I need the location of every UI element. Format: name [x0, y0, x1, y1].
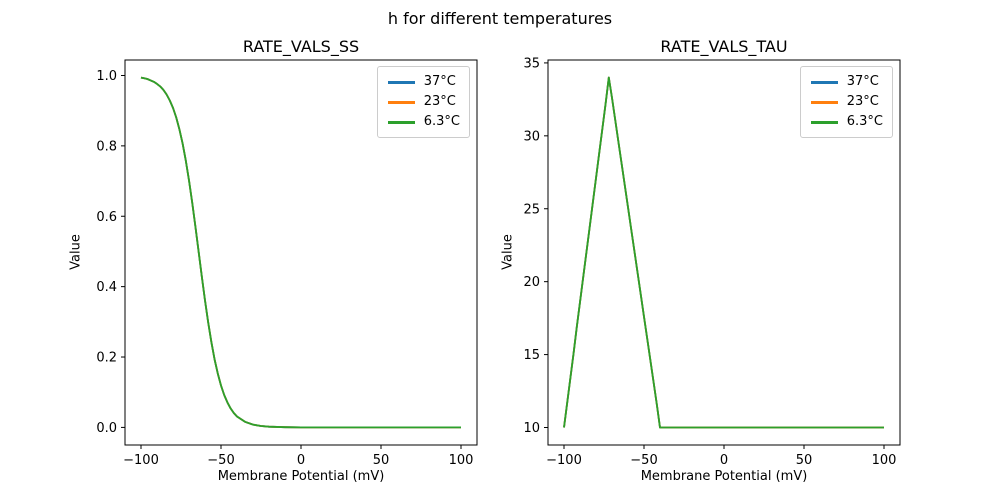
y-tick-label: 0.0	[96, 421, 117, 436]
x-tick-label: −100	[123, 453, 159, 468]
x-tick-label: −50	[630, 453, 657, 468]
axes-frame	[547, 59, 901, 446]
legend-line-swatch-6-3c	[387, 120, 415, 124]
x-tick-label: −100	[546, 453, 582, 468]
legend-item-6-3c: 6.3°C	[810, 112, 883, 132]
series-line-2	[563, 76, 884, 429]
legend-ss: 37°C 23°C 6.3°C	[376, 66, 470, 138]
legend-item-37c: 37°C	[387, 72, 460, 92]
x-axis-label-tau: Membrane Potential (mV)	[640, 469, 808, 484]
y-axis-label-tau: Value	[500, 234, 516, 270]
legend-line-swatch-37c	[387, 80, 415, 84]
y-tick-label: 0.8	[96, 139, 117, 154]
y-tick-label: 30	[523, 129, 540, 144]
legend-label-6-3c: 6.3°C	[423, 114, 460, 129]
x-tick-label: 0	[297, 453, 305, 468]
axes-ss: −100 −50 0 50 100 0.0 0.2 0.4 0.6 0.8 1.0	[96, 59, 478, 468]
y-axis-label-ss: Value	[68, 234, 84, 270]
axes-frame	[124, 59, 478, 446]
y-tick-label: 35	[523, 56, 540, 71]
legend-label-37c: 37°C	[846, 74, 879, 89]
y-tick-label: 10	[523, 421, 540, 436]
axes-tau: −100 −50 0 50 100 10 15 20 25 30 35	[523, 56, 901, 468]
legend-item-23c: 23°C	[387, 92, 460, 112]
x-tick-label: 100	[872, 453, 897, 468]
legend-label-37c: 37°C	[423, 74, 456, 89]
figure-suptitle: h for different temperatures	[387, 9, 613, 28]
legend-item-37c: 37°C	[810, 72, 883, 92]
legend-line-swatch-6-3c	[810, 120, 838, 124]
x-tick-label: −50	[207, 453, 234, 468]
y-tick-label: 0.6	[96, 210, 117, 225]
x-tick-label: 50	[373, 453, 390, 468]
x-tick-label: 0	[720, 453, 728, 468]
y-tick-label: 25	[523, 202, 540, 217]
axes-title-rate-vals-ss: RATE_VALS_SS	[242, 37, 360, 56]
legend-line-swatch-37c	[810, 80, 838, 84]
legend-label-23c: 23°C	[423, 94, 456, 109]
legend-label-23c: 23°C	[846, 94, 879, 109]
legend-line-swatch-23c	[387, 100, 415, 104]
axes-title-rate-vals-tau: RATE_VALS_TAU	[660, 37, 788, 56]
y-tick-label: 20	[523, 275, 540, 290]
x-axis-label-ss: Membrane Potential (mV)	[217, 469, 385, 484]
x-tick-label: 100	[449, 453, 474, 468]
legend-item-6-3c: 6.3°C	[387, 112, 460, 132]
y-tick-label: 0.4	[96, 280, 117, 295]
legend-item-23c: 23°C	[810, 92, 883, 112]
y-tick-label: 15	[523, 348, 540, 363]
y-tick-label: 0.2	[96, 351, 117, 366]
x-tick-label: 50	[796, 453, 813, 468]
legend-line-swatch-23c	[810, 100, 838, 104]
series-line-2	[140, 76, 461, 429]
legend-tau: 37°C 23°C 6.3°C	[799, 66, 893, 138]
y-tick-label: 1.0	[96, 69, 117, 84]
legend-label-6-3c: 6.3°C	[846, 114, 883, 129]
